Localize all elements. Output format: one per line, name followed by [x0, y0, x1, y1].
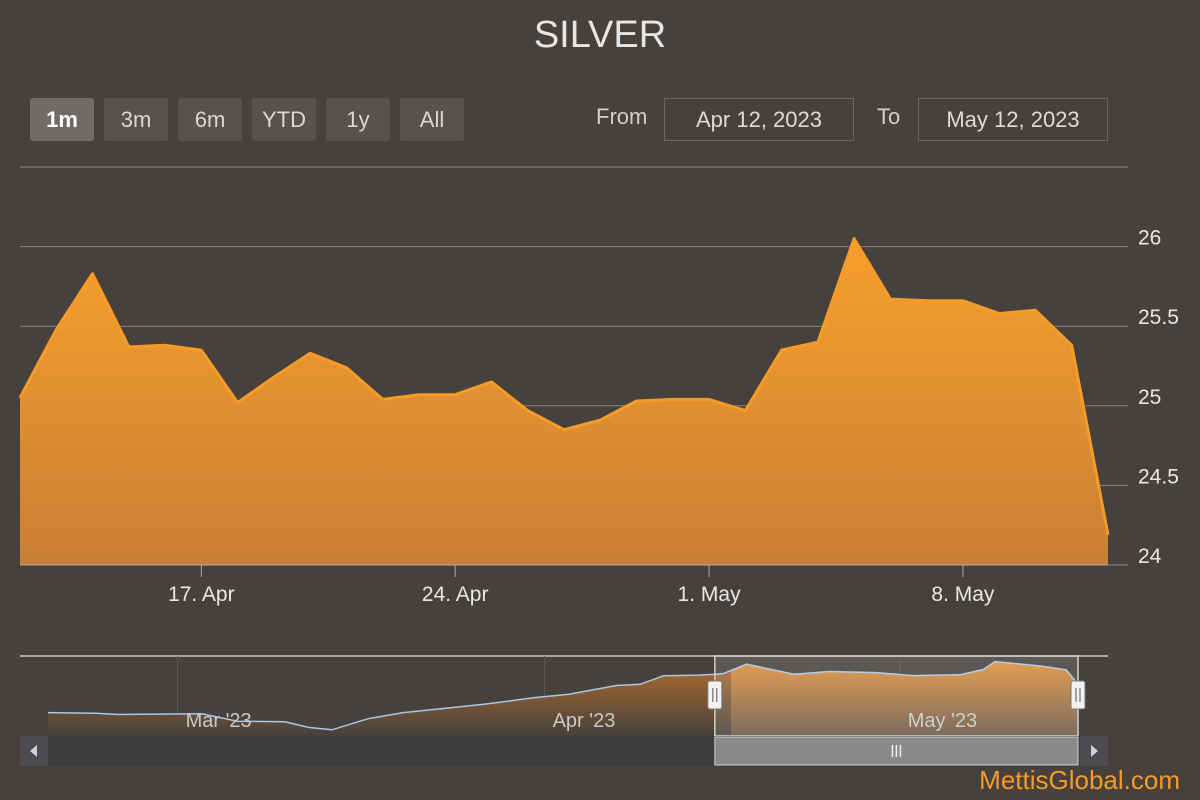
handle-body: [707, 680, 723, 710]
data-point: [708, 398, 710, 400]
data-point: [309, 352, 311, 354]
data-point: [889, 298, 891, 300]
data-point: [998, 313, 1000, 314]
to-label: To: [877, 104, 901, 129]
navigator-label: Apr '23: [553, 710, 616, 732]
data-point: [491, 381, 492, 383]
x-tick-label: 24. Apr: [422, 583, 489, 606]
data-point: [92, 273, 93, 275]
navigator-left-handle[interactable]: [707, 680, 723, 710]
navigator-selection: [714, 655, 1079, 737]
navigator-right-handle[interactable]: [1070, 680, 1086, 710]
navigator-label: Mar '23: [186, 710, 252, 732]
navigator-selected-area: [731, 661, 1078, 736]
chart-title: SILVER: [533, 14, 667, 56]
data-point: [744, 410, 746, 412]
from-date-input[interactable]: Apr 12, 2023: [664, 98, 854, 141]
scroll-right-arrow-icon: [1091, 745, 1098, 757]
range-button-1m[interactable]: 1m: [30, 98, 94, 141]
data-point: [853, 238, 855, 240]
watermark: MettisGlobal.com: [979, 765, 1180, 795]
y-tick-label: 26: [1138, 227, 1161, 250]
handle-body: [1070, 680, 1086, 710]
data-point: [1071, 344, 1073, 346]
data-point: [527, 410, 529, 412]
data-point: [382, 398, 384, 400]
data-point: [345, 367, 347, 369]
range-button-all[interactable]: All: [400, 98, 464, 141]
y-tick-label: 24: [1138, 545, 1162, 568]
x-tick-label: 17. Apr: [168, 583, 235, 606]
data-point: [200, 349, 202, 351]
data-point: [1035, 309, 1036, 311]
data-point: [454, 394, 456, 396]
data-point: [1107, 534, 1109, 536]
from-label: From: [596, 104, 648, 129]
y-tick-label: 25.5: [1138, 306, 1179, 329]
data-point: [672, 398, 674, 400]
data-point: [19, 397, 21, 399]
range-button-6m[interactable]: 6m: [178, 98, 242, 141]
data-point: [781, 349, 783, 351]
x-tick-label: 8. May: [931, 583, 995, 606]
y-tick-label: 24.5: [1138, 465, 1179, 488]
to-date-input[interactable]: May 12, 2023: [918, 98, 1108, 141]
data-point: [55, 328, 57, 330]
data-point: [926, 300, 928, 302]
x-tick-label: 1. May: [678, 583, 742, 606]
silver-area-fill: [20, 238, 1108, 565]
scroll-left-arrow-icon: [30, 745, 37, 757]
data-point: [128, 346, 130, 348]
data-point: [817, 341, 819, 343]
range-button-1y[interactable]: 1y: [326, 98, 390, 141]
range-button-3m[interactable]: 3m: [104, 98, 168, 141]
data-point: [636, 400, 637, 402]
data-point: [273, 376, 275, 378]
range-button-ytd[interactable]: YTD: [252, 98, 316, 141]
data-point: [164, 344, 166, 346]
data-point: [418, 394, 420, 396]
data-point: [237, 402, 239, 404]
data-point: [962, 300, 964, 302]
navigator-line: [47, 660, 1079, 731]
data-point: [599, 419, 601, 421]
y-tick-label: 25: [1138, 386, 1161, 409]
data-point: [563, 429, 565, 431]
navigator-label: May '23: [908, 710, 977, 732]
